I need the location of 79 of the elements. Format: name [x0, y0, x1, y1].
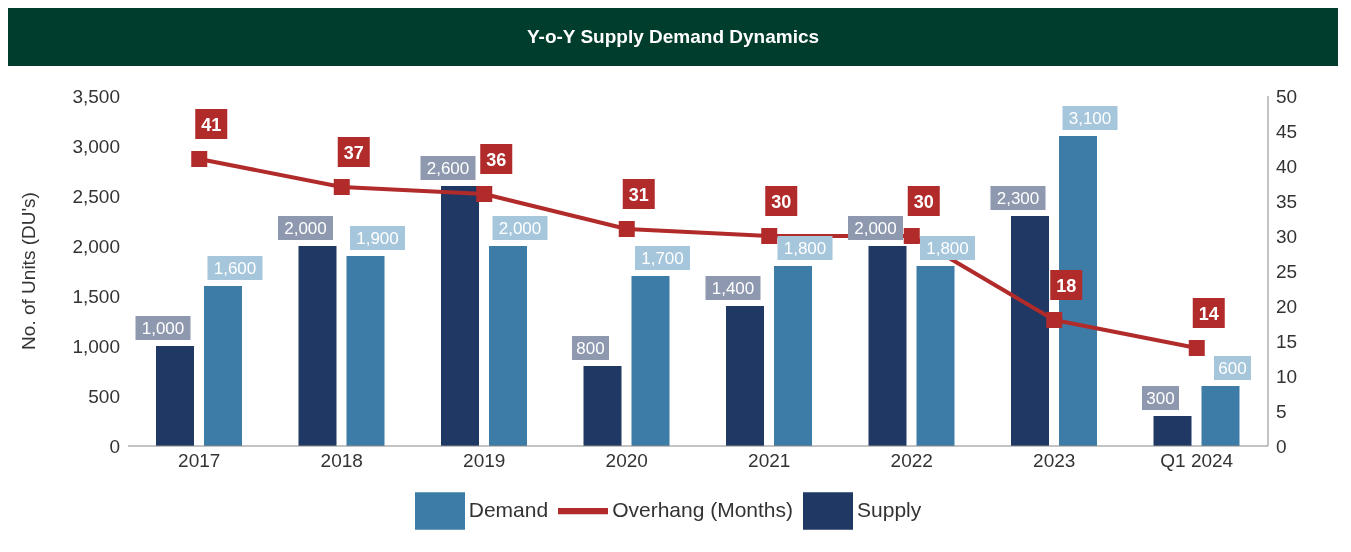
y2-tick-label: 35 — [1276, 190, 1298, 212]
data-label: 18 — [1056, 276, 1077, 296]
legend-label: Demand — [468, 497, 549, 521]
data-label: 41 — [201, 115, 222, 135]
data-label: 1,800 — [783, 239, 827, 258]
y2-tick-label: 50 — [1276, 85, 1298, 107]
point — [903, 228, 920, 244]
point — [476, 186, 493, 202]
data-label: 2,600 — [426, 159, 470, 178]
x-tick-label: 2020 — [605, 450, 648, 472]
data-label: 1,700 — [641, 249, 684, 268]
data-label: 36 — [486, 150, 507, 170]
point — [761, 228, 778, 244]
y2-tick-label: 25 — [1276, 260, 1298, 282]
x-tick-label: 2021 — [748, 450, 791, 472]
x-tick-label: 2018 — [320, 450, 363, 472]
bar — [868, 246, 907, 446]
data-label: 37 — [343, 143, 364, 163]
data-label: 30 — [771, 192, 792, 212]
point — [191, 151, 208, 167]
bar — [346, 256, 385, 446]
y2-tick-label: 40 — [1276, 155, 1298, 177]
y2-tick-label: 10 — [1276, 365, 1298, 387]
bar — [156, 346, 194, 446]
legend-label: Overhang (Months) — [612, 497, 794, 521]
bar — [1011, 216, 1049, 446]
bar — [204, 286, 242, 446]
x-tick-label: 2019 — [463, 450, 506, 472]
data-label: 300 — [1146, 389, 1175, 408]
x-tick-label: Q1 2024 — [1160, 450, 1234, 472]
data-label: 3,100 — [1068, 109, 1112, 128]
bar — [298, 246, 337, 446]
point — [1188, 340, 1205, 356]
y2-tick-label: 5 — [1276, 400, 1287, 422]
data-label: 14 — [1198, 304, 1219, 324]
chart-title: Y-o-Y Supply Demand Dynamics — [8, 8, 1338, 66]
y-tick-label: 2,500 — [72, 185, 120, 207]
point — [333, 179, 350, 195]
y2-tick-label: 15 — [1276, 330, 1298, 352]
data-label: 30 — [913, 192, 934, 212]
data-label: 2,000 — [854, 219, 897, 238]
point — [618, 221, 635, 237]
legend-label: Supply — [857, 497, 922, 521]
data-label: 1,000 — [141, 319, 185, 338]
data-label: 600 — [1218, 359, 1247, 378]
bar — [441, 186, 479, 446]
x-tick-label: 2022 — [890, 450, 933, 472]
y2-tick-label: 45 — [1276, 120, 1298, 142]
bar — [774, 266, 812, 446]
bar — [1201, 386, 1240, 446]
bar — [489, 246, 527, 446]
y-axis-title: No. of Units (DU's) — [17, 192, 39, 350]
y-tick-label: 3,500 — [72, 85, 120, 107]
data-label: 1,900 — [356, 229, 399, 248]
data-label: 1,600 — [213, 259, 257, 278]
data-label: 2,300 — [996, 189, 1040, 208]
data-label: 31 — [628, 185, 649, 205]
bar — [726, 306, 764, 446]
y2-tick-label: 30 — [1276, 225, 1298, 247]
y-tick-label: 0 — [109, 435, 120, 457]
x-tick-label: 2023 — [1033, 450, 1076, 472]
y-tick-label: 1,000 — [72, 335, 120, 357]
data-label: 800 — [576, 339, 605, 358]
bar — [1153, 416, 1192, 446]
y2-tick-label: 20 — [1276, 295, 1298, 317]
data-label: 1,800 — [926, 239, 969, 258]
bar — [916, 266, 955, 446]
y2-tick-label: 0 — [1276, 435, 1287, 457]
data-label: 2,000 — [284, 219, 327, 238]
y-tick-label: 1,500 — [72, 285, 120, 307]
y-tick-label: 2,000 — [72, 235, 120, 257]
bar — [583, 366, 622, 446]
y-tick-label: 3,000 — [72, 135, 120, 157]
bar — [631, 276, 670, 446]
x-tick-label: 2017 — [178, 450, 221, 472]
point — [1046, 312, 1063, 328]
data-label: 1,400 — [711, 279, 755, 298]
y-tick-label: 500 — [88, 385, 120, 407]
data-label: 2,000 — [498, 219, 542, 238]
